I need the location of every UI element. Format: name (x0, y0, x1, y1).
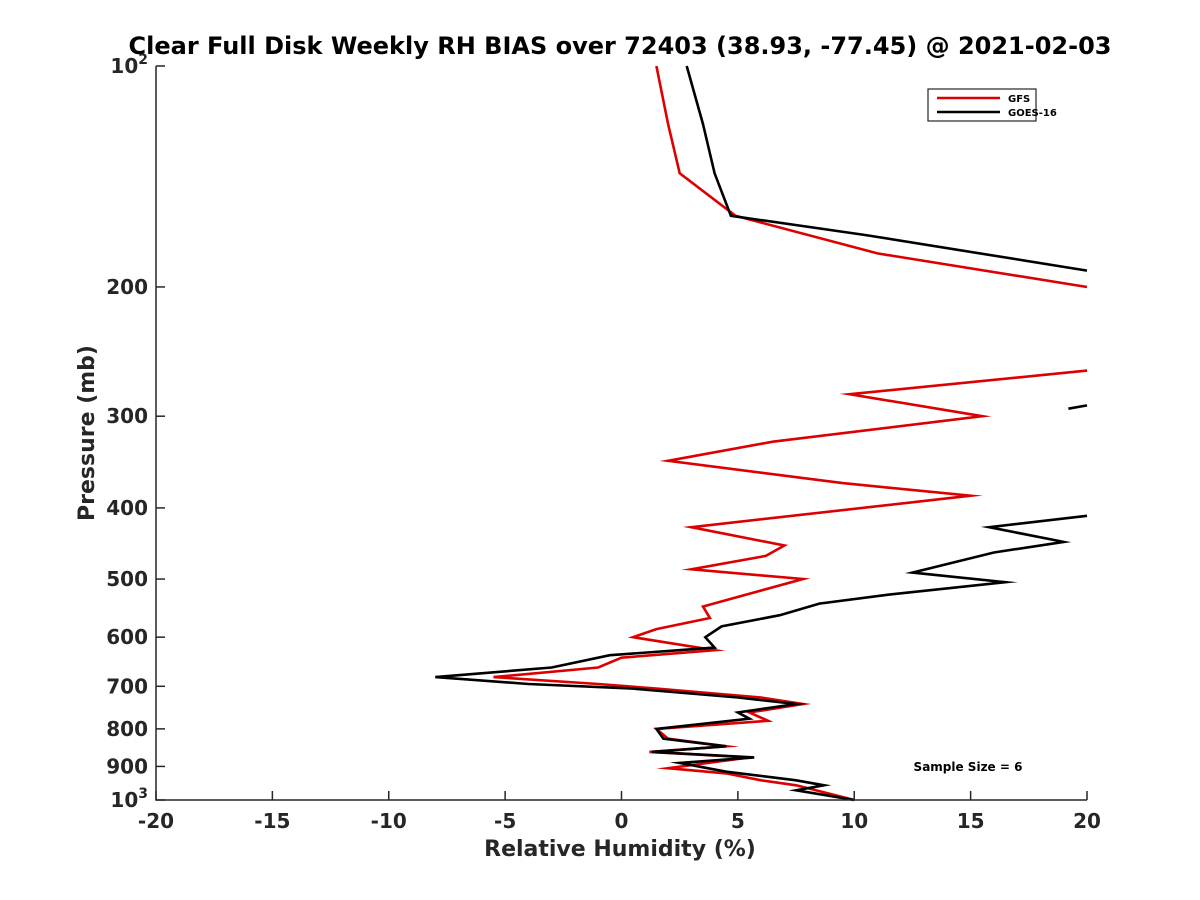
x-tick-label: -5 (494, 809, 516, 833)
x-tick-label: -20 (138, 809, 174, 833)
chart-title: Clear Full Disk Weekly RH BIAS over 7240… (129, 32, 1112, 60)
goes-16-series-line (435, 514, 1088, 802)
legend-label-gfs: GFS (1008, 94, 1030, 105)
goes-16-series-line (1068, 404, 1088, 410)
y-tick-label: 103 (110, 786, 148, 812)
y-tick-label: 400 (106, 496, 148, 520)
x-tick-label: 15 (957, 809, 985, 833)
goes-16-series-line (685, 65, 1088, 272)
axes-layer: -20 -15 -10 -5 0 5 10 15 20 102 200 300 400 500 600 700… (106, 52, 1101, 833)
x-tick-label: -10 (371, 809, 407, 833)
legend: GFS GOES-16 (927, 88, 1057, 122)
x-tick-label: 5 (731, 809, 745, 833)
x-tick-label: 20 (1073, 809, 1101, 833)
y-tick-label: 600 (106, 625, 148, 649)
legend-label-goes-16: GOES-16 (1008, 108, 1057, 119)
x-tick-label: 10 (840, 809, 868, 833)
y-tick-label: 102 (110, 52, 148, 78)
sample-size-annotation: Sample Size = 6 (914, 760, 1023, 774)
y-tick-label: 300 (106, 404, 148, 428)
y-tick-label: 700 (106, 674, 148, 698)
legend-box (927, 88, 1037, 122)
y-tick-label: 500 (106, 567, 148, 591)
y-axis-label: Pressure (mb) (75, 345, 100, 521)
y-tick-label: 800 (106, 717, 148, 741)
y-tick-label: 900 (106, 754, 148, 778)
x-tick-label: -15 (254, 809, 290, 833)
y-tick-label: 200 (106, 275, 148, 299)
x-axis-label: Relative Humidity (%) (484, 837, 756, 862)
x-tick-label: 0 (615, 809, 629, 833)
series-layer (435, 65, 1088, 802)
gfs-series-line (655, 65, 1088, 289)
